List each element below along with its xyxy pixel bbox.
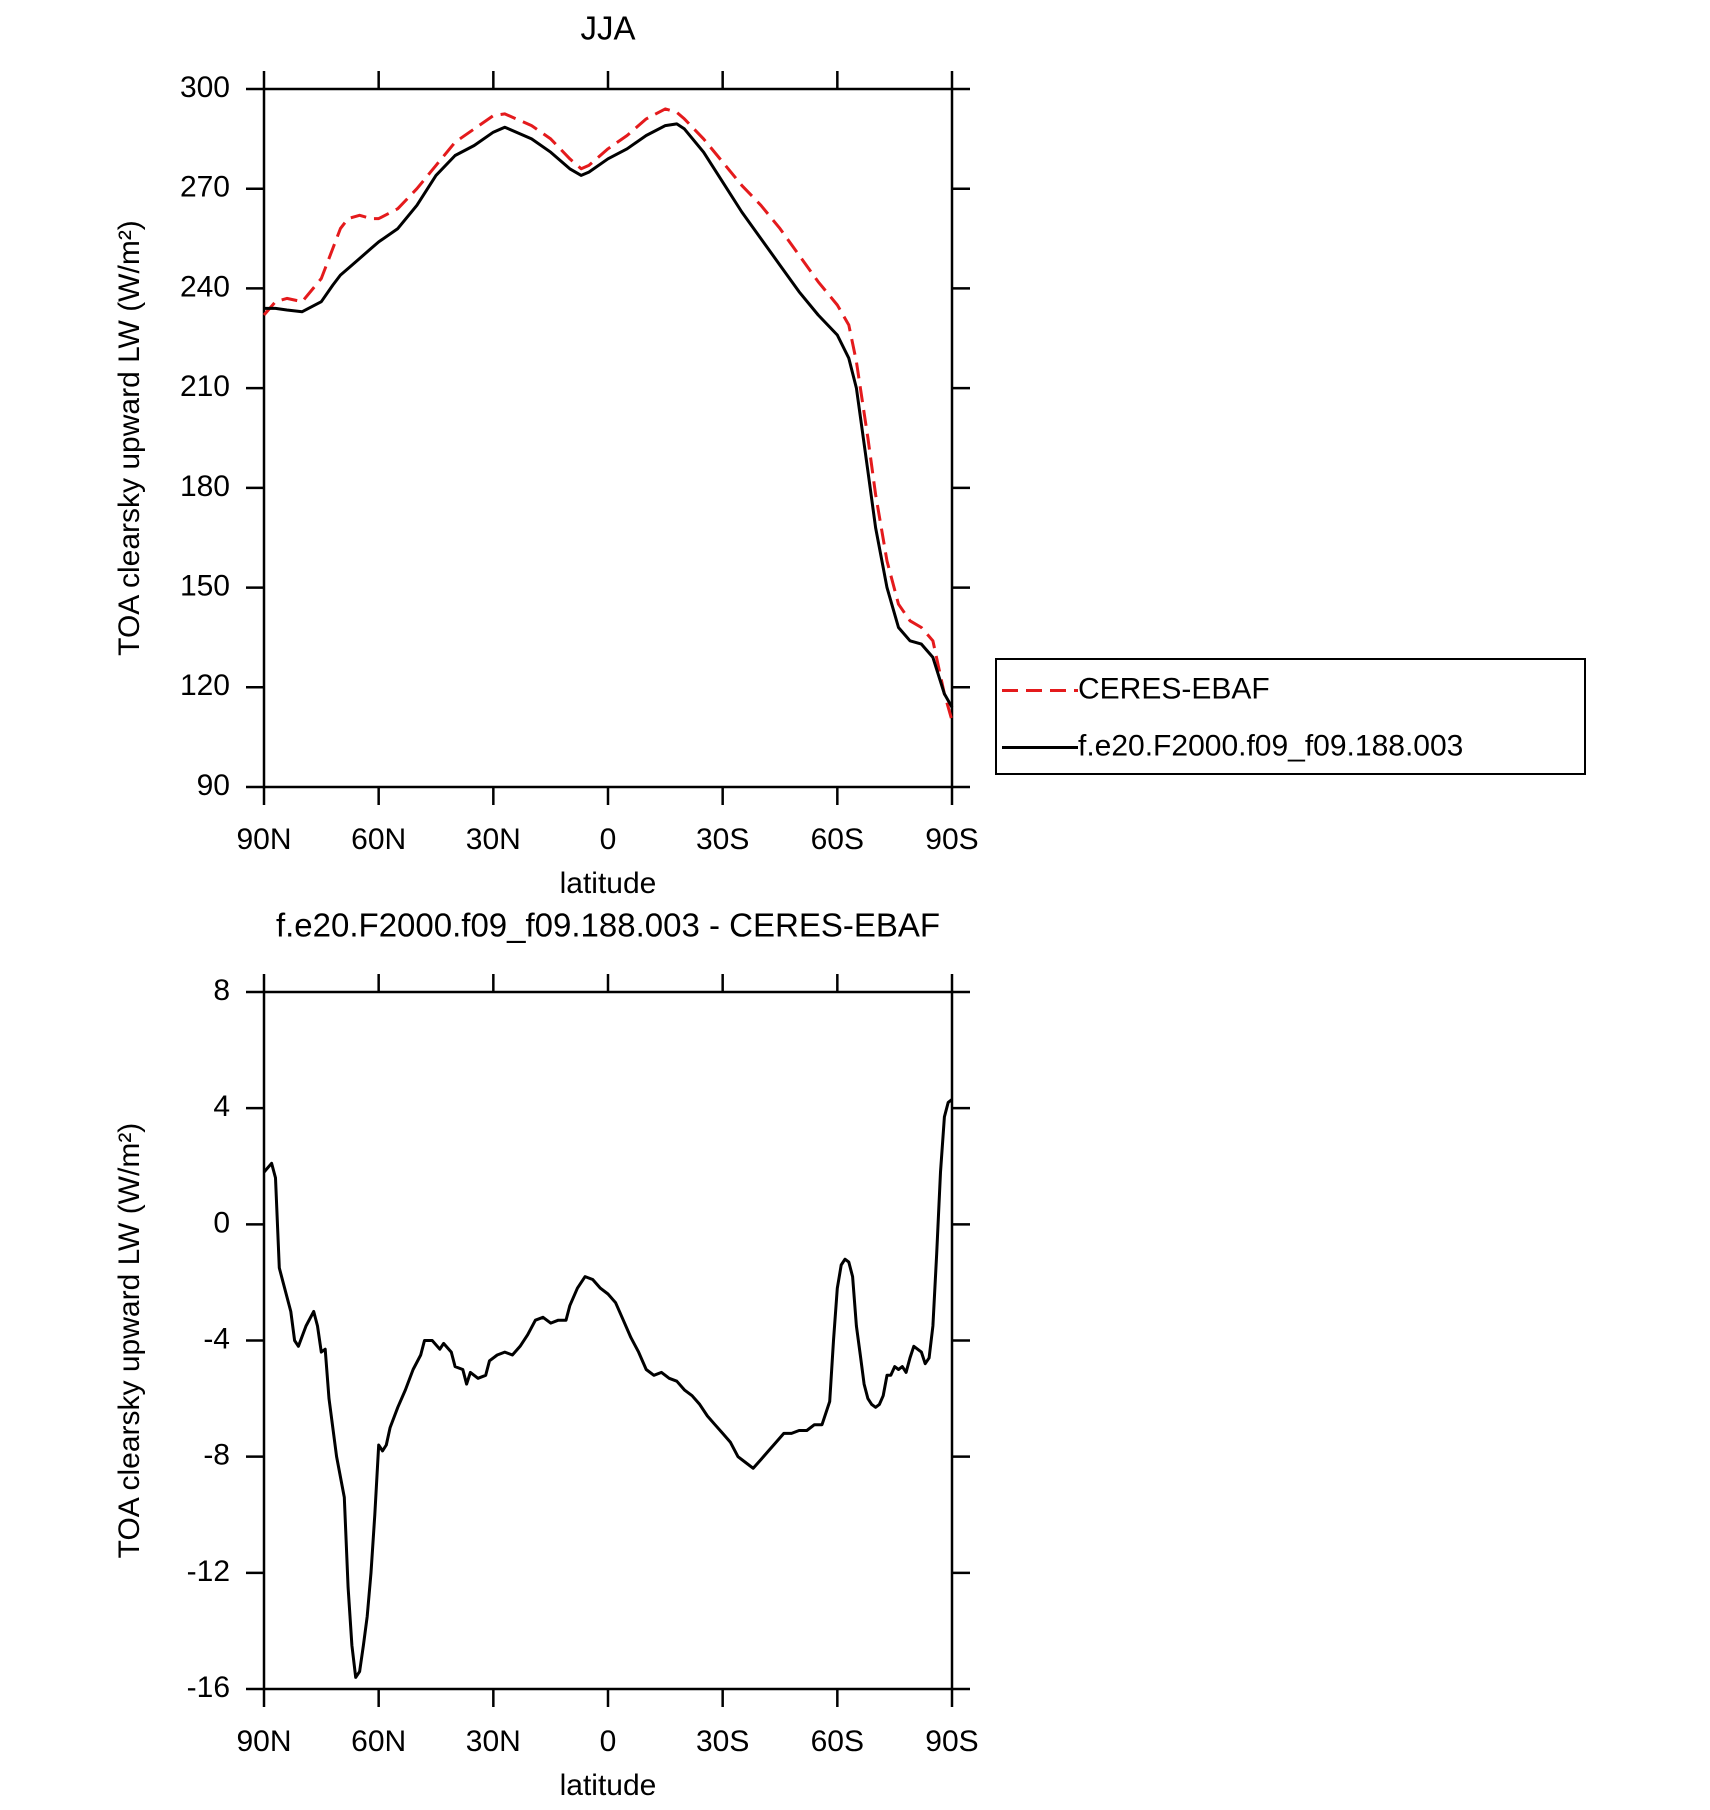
x-tick-label: 90S [925, 823, 978, 856]
y-tick-label: 240 [180, 270, 230, 303]
y-axis-label: TOA clearsky upward LW (W/m²) [113, 220, 146, 656]
plot-frame [262, 990, 954, 1691]
y-tick-label: 0 [213, 1206, 230, 1239]
legend-label: CERES-EBAF [1078, 672, 1270, 705]
x-tick-label: 30S [696, 823, 749, 856]
x-tick-label: 90N [236, 823, 291, 856]
y-tick-label: 180 [180, 470, 230, 503]
x-axis-label: latitude [560, 1769, 657, 1802]
y-tick-label: 8 [213, 974, 230, 1007]
x-tick-label: 0 [600, 1725, 617, 1758]
x-tick-label: 30N [466, 823, 521, 856]
x-tick-label: 60N [351, 823, 406, 856]
y-tick-label: -8 [203, 1439, 230, 1472]
x-tick-label: 90S [925, 1725, 978, 1758]
series-line [264, 122, 954, 708]
x-tick-label: 0 [600, 823, 617, 856]
y-tick-label: 300 [180, 71, 230, 104]
x-tick-label: 90N [236, 1725, 291, 1758]
y-tick-label: -4 [203, 1322, 230, 1355]
y-tick-label: 4 [213, 1090, 230, 1123]
x-tick-label: 60N [351, 1725, 406, 1758]
y-tick-label: -12 [187, 1555, 230, 1588]
plot-frame [262, 87, 954, 789]
y-tick-label: 120 [180, 669, 230, 702]
y-tick-label: -16 [187, 1671, 230, 1704]
y-tick-label: 210 [180, 370, 230, 403]
x-tick-label: 30N [466, 1725, 521, 1758]
y-axis-label: TOA clearsky upward LW (W/m²) [113, 1123, 146, 1559]
y-tick-label: 90 [197, 769, 230, 802]
y-tick-label: 150 [180, 569, 230, 602]
x-tick-label: 60S [811, 1725, 864, 1758]
chart-title: f.e20.F2000.f09_f09.188.003 - CERES-EBAF [276, 907, 940, 944]
chart-title: JJA [580, 10, 635, 47]
x-axis-label: latitude [560, 867, 657, 900]
x-tick-label: 30S [696, 1725, 749, 1758]
series-line [262, 1098, 953, 1679]
series-line [262, 107, 954, 721]
legend-box [995, 658, 1586, 775]
x-tick-label: 60S [811, 823, 864, 856]
y-tick-label: 270 [180, 171, 230, 204]
legend-label: f.e20.F2000.f09_f09.188.003 [1078, 729, 1463, 762]
